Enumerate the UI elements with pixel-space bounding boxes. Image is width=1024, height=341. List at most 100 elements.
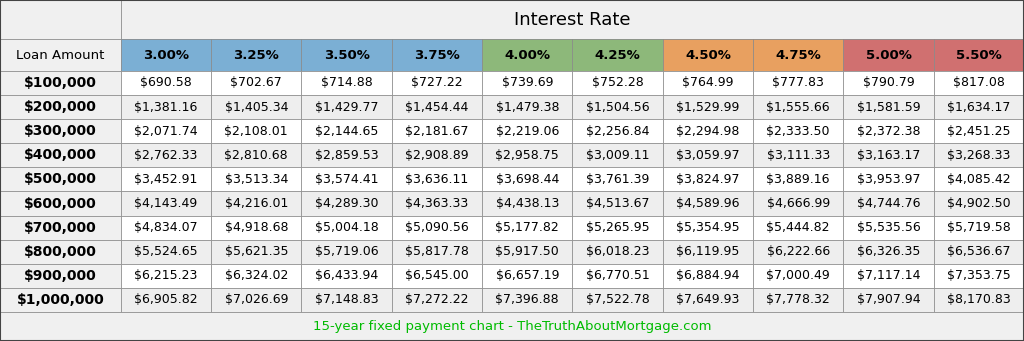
Text: $5,444.82: $5,444.82	[766, 221, 830, 234]
Text: 4.25%: 4.25%	[595, 48, 640, 62]
Text: $2,071.74: $2,071.74	[134, 125, 198, 138]
Bar	[663, 95, 753, 119]
Text: $1,555.66: $1,555.66	[766, 101, 830, 114]
Bar	[482, 119, 572, 143]
Text: $500,000: $500,000	[24, 173, 97, 187]
Text: 3.00%: 3.00%	[143, 48, 189, 62]
Text: $7,117.14: $7,117.14	[857, 269, 921, 282]
Text: 4.00%: 4.00%	[504, 48, 550, 62]
Text: $702.67: $702.67	[230, 76, 283, 89]
Text: $727.22: $727.22	[411, 76, 463, 89]
Bar	[663, 39, 753, 71]
Bar	[753, 240, 844, 264]
Text: 4.50%: 4.50%	[685, 48, 731, 62]
Bar	[0, 216, 121, 240]
Text: $690.58: $690.58	[140, 76, 191, 89]
Bar	[572, 240, 663, 264]
Bar	[572, 119, 663, 143]
Text: $7,522.78: $7,522.78	[586, 294, 649, 307]
Bar	[121, 240, 211, 264]
Bar	[663, 167, 753, 192]
Bar	[572, 71, 663, 95]
Text: Loan Amount: Loan Amount	[16, 48, 104, 62]
Bar	[301, 240, 392, 264]
Bar	[301, 71, 392, 95]
Text: $739.69: $739.69	[502, 76, 553, 89]
Bar	[0, 167, 121, 192]
Text: $3,111.33: $3,111.33	[767, 149, 829, 162]
Text: $4,363.33: $4,363.33	[406, 197, 469, 210]
Bar	[121, 119, 211, 143]
Text: $3,009.11: $3,009.11	[586, 149, 649, 162]
Bar	[934, 216, 1024, 240]
Text: $7,272.22: $7,272.22	[406, 294, 469, 307]
Text: $3,574.41: $3,574.41	[314, 173, 379, 186]
Text: Interest Rate: Interest Rate	[514, 11, 631, 29]
Text: $5,817.78: $5,817.78	[406, 245, 469, 258]
Bar	[392, 192, 482, 216]
Bar	[0, 119, 121, 143]
Text: $1,504.56: $1,504.56	[586, 101, 649, 114]
Bar	[663, 264, 753, 288]
Bar	[121, 95, 211, 119]
Text: $1,405.34: $1,405.34	[224, 101, 288, 114]
Bar	[934, 119, 1024, 143]
Text: $3,636.11: $3,636.11	[406, 173, 469, 186]
Text: $2,219.06: $2,219.06	[496, 125, 559, 138]
Text: $1,454.44: $1,454.44	[406, 101, 469, 114]
Text: $777.83: $777.83	[772, 76, 824, 89]
Text: $6,657.19: $6,657.19	[496, 269, 559, 282]
Text: $4,834.07: $4,834.07	[134, 221, 198, 234]
Text: $5,535.56: $5,535.56	[857, 221, 921, 234]
Bar	[392, 143, 482, 167]
Bar	[844, 192, 934, 216]
Bar	[392, 119, 482, 143]
Text: $5,004.18: $5,004.18	[314, 221, 379, 234]
Bar	[753, 95, 844, 119]
Text: $300,000: $300,000	[24, 124, 97, 138]
Bar	[301, 264, 392, 288]
Text: $2,958.75: $2,958.75	[496, 149, 559, 162]
Text: $2,372.38: $2,372.38	[857, 125, 921, 138]
Bar	[753, 264, 844, 288]
Bar	[572, 39, 663, 71]
Bar	[301, 216, 392, 240]
Text: $4,085.42: $4,085.42	[947, 173, 1011, 186]
Text: $200,000: $200,000	[24, 100, 97, 114]
Text: $6,018.23: $6,018.23	[586, 245, 649, 258]
Text: $2,810.68: $2,810.68	[224, 149, 288, 162]
Bar	[572, 264, 663, 288]
Text: $400,000: $400,000	[24, 148, 97, 162]
Text: $714.88: $714.88	[321, 76, 373, 89]
Bar	[392, 216, 482, 240]
Bar	[0, 39, 121, 71]
Text: 4.75%: 4.75%	[775, 48, 821, 62]
Bar	[121, 264, 211, 288]
Bar	[482, 167, 572, 192]
Text: $6,324.02: $6,324.02	[224, 269, 288, 282]
Text: $3,761.39: $3,761.39	[586, 173, 649, 186]
Text: $3,889.16: $3,889.16	[766, 173, 830, 186]
Text: $2,451.25: $2,451.25	[947, 125, 1011, 138]
Text: $6,770.51: $6,770.51	[586, 269, 649, 282]
Bar	[663, 288, 753, 312]
Bar	[211, 143, 301, 167]
Bar	[482, 143, 572, 167]
Text: $5,090.56: $5,090.56	[406, 221, 469, 234]
Bar	[482, 39, 572, 71]
Bar	[844, 288, 934, 312]
Bar	[844, 119, 934, 143]
Bar	[572, 216, 663, 240]
Bar	[392, 288, 482, 312]
Text: $4,744.76: $4,744.76	[857, 197, 921, 210]
Text: $5,621.35: $5,621.35	[224, 245, 288, 258]
Bar	[753, 216, 844, 240]
Bar	[844, 71, 934, 95]
Bar	[211, 192, 301, 216]
Bar	[482, 71, 572, 95]
Text: $2,333.50: $2,333.50	[766, 125, 830, 138]
Text: $4,666.99: $4,666.99	[767, 197, 829, 210]
Bar	[301, 167, 392, 192]
Text: $752.28: $752.28	[592, 76, 643, 89]
Bar	[121, 216, 211, 240]
